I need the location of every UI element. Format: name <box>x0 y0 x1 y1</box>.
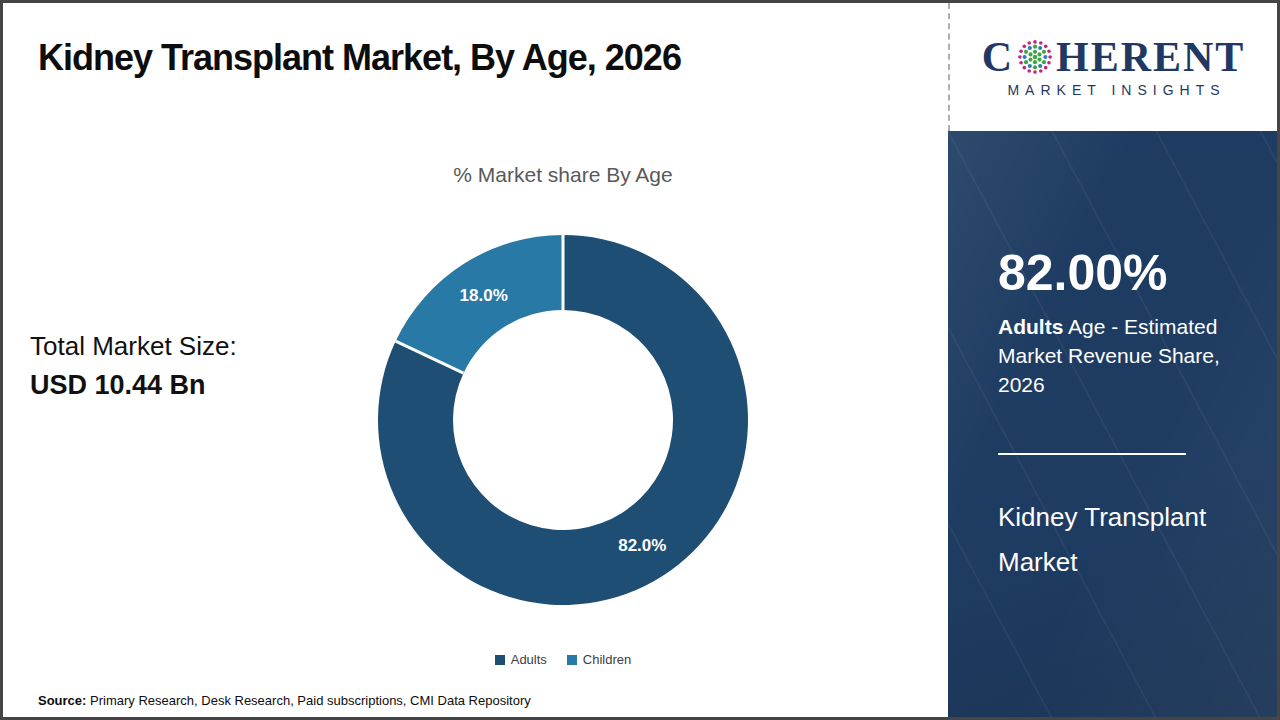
market-size-label: Total Market Size: <box>30 331 237 362</box>
source-text: Primary Research, Desk Research, Paid su… <box>86 693 530 708</box>
source-note: Source: Primary Research, Desk Research,… <box>38 693 531 708</box>
globe-dot <box>1018 55 1022 59</box>
total-market-size: Total Market Size: USD 10.44 Bn <box>30 331 237 401</box>
globe-dot <box>1028 52 1032 56</box>
globe-dot <box>1033 65 1037 69</box>
globe-dot <box>1019 61 1023 65</box>
globe-dot <box>1028 64 1032 68</box>
coherent-logo: C HERENT MARKET INSIGHTS <box>950 3 1277 131</box>
globe-dot <box>1044 44 1048 48</box>
globe-dot <box>1024 50 1028 54</box>
globe-dot <box>1037 52 1041 56</box>
stat-description-bold: Adults <box>998 315 1063 338</box>
data-label-adults: 82.0% <box>618 536 666 555</box>
globe-dot <box>1033 40 1037 44</box>
legend-item-adults: Adults <box>495 652 547 667</box>
data-label-children: 18.0% <box>460 286 508 305</box>
logo-letter-c: C <box>982 36 1014 78</box>
logo-tagline: MARKET INSIGHTS <box>1001 82 1225 98</box>
globe-dot <box>1042 50 1046 54</box>
right-sidebar: 82.00% Adults Age - Estimated Market Rev… <box>948 131 1277 717</box>
globe-dot <box>1022 66 1026 70</box>
globe-dot <box>1027 41 1031 45</box>
globe-dot <box>1033 60 1037 64</box>
market-size-value: USD 10.44 Bn <box>30 370 237 401</box>
page-title: Kidney Transplant Market, By Age, 2026 <box>38 37 681 79</box>
globe-dot <box>1019 49 1023 53</box>
globe-dot <box>1024 60 1028 64</box>
globe-dot <box>1033 50 1037 54</box>
globe-dot <box>1047 61 1051 65</box>
globe-dot <box>1028 58 1032 62</box>
globe-dot <box>1033 55 1037 59</box>
stat-description: Adults Age - Estimated Market Revenue Sh… <box>998 312 1243 399</box>
chart-legend: Adults Children <box>333 652 793 667</box>
globe-dot <box>1028 46 1032 50</box>
legend-swatch-icon <box>495 655 505 665</box>
donut-chart: 82.0% 18.0% <box>373 230 753 610</box>
globe-dot <box>1027 69 1031 73</box>
globe-dot <box>1037 58 1041 62</box>
logo-letters-rest: HERENT <box>1056 36 1245 78</box>
globe-dot <box>1033 70 1037 74</box>
stat-value: 82.00% <box>998 244 1243 302</box>
sidebar-content: 82.00% Adults Age - Estimated Market Rev… <box>998 131 1243 585</box>
globe-dot <box>1039 69 1043 73</box>
source-label: Source: <box>38 693 86 708</box>
legend-item-children: Children <box>567 652 631 667</box>
legend-label: Adults <box>511 652 547 667</box>
legend-swatch-icon <box>567 655 577 665</box>
globe-dot <box>1048 55 1052 59</box>
globe-dot <box>1038 64 1042 68</box>
globe-dot <box>1022 44 1026 48</box>
sidebar-divider-line <box>998 453 1186 455</box>
chart-title: % Market share By Age <box>453 163 672 187</box>
sidebar-report-title: Kidney Transplant Market <box>998 495 1243 585</box>
globe-dot <box>1047 49 1051 53</box>
globe-dot <box>1038 46 1042 50</box>
globe-dots-icon <box>1016 38 1054 76</box>
globe-dot <box>1044 66 1048 70</box>
globe-dot <box>1043 55 1047 59</box>
legend-label: Children <box>583 652 631 667</box>
globe-dot <box>1039 41 1043 45</box>
globe-dot <box>1033 45 1037 49</box>
slide-canvas: Kidney Transplant Market, By Age, 2026 C… <box>0 0 1280 720</box>
globe-dot <box>1023 55 1027 59</box>
logo-wordmark: C HERENT <box>982 36 1246 78</box>
globe-dot <box>1042 60 1046 64</box>
